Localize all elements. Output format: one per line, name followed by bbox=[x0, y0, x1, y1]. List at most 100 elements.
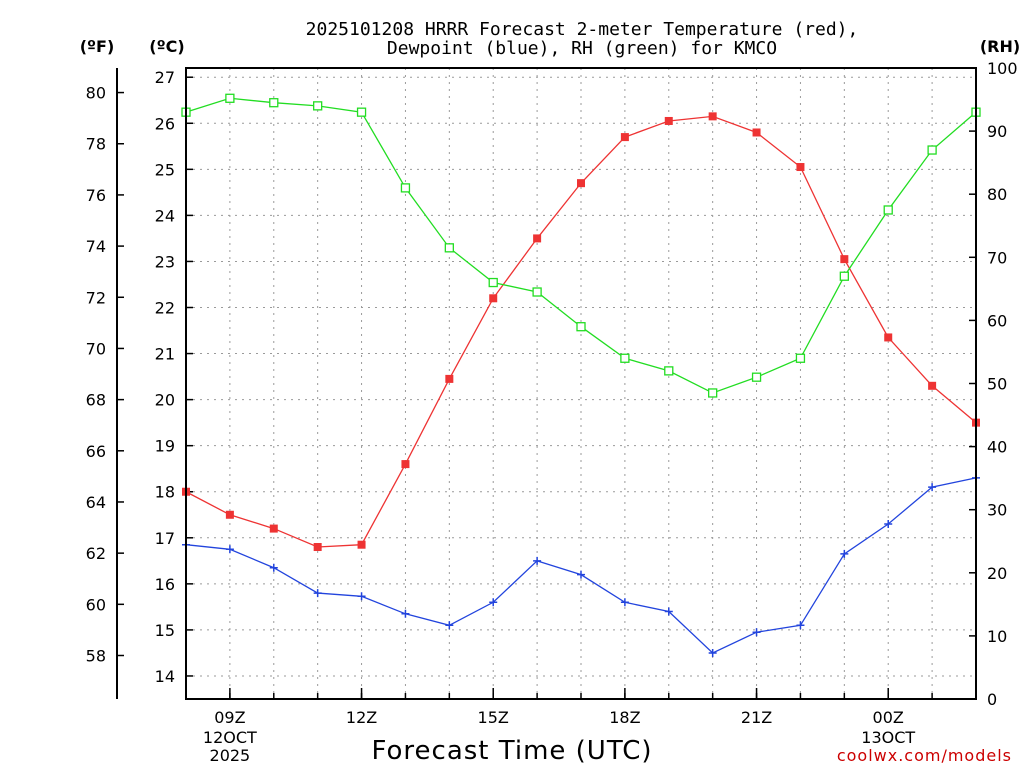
fahrenheit-tick-label: 78 bbox=[86, 135, 106, 154]
2-meter-temperature-point bbox=[840, 255, 849, 264]
data-series bbox=[181, 93, 981, 657]
2-meter-temperature-point bbox=[664, 116, 673, 125]
2-meter-temperature-point bbox=[533, 234, 542, 243]
relative-humidity-point bbox=[664, 366, 674, 376]
dewpoint-point bbox=[401, 609, 410, 618]
fahrenheit-tick-label: 76 bbox=[86, 186, 106, 205]
dewpoint-point bbox=[577, 570, 585, 579]
relative-humidity-point bbox=[225, 93, 235, 103]
relative-humidity-point bbox=[576, 322, 586, 332]
2-meter-temperature-series bbox=[182, 112, 980, 552]
celsius-tick-label: 25 bbox=[155, 160, 175, 179]
2-meter-temperature-point bbox=[357, 540, 366, 549]
relative-humidity-point bbox=[356, 107, 367, 117]
fahrenheit-tick-label: 68 bbox=[86, 391, 106, 410]
rh-tick-label: 60 bbox=[987, 311, 1007, 330]
fahrenheit-axis: 58 60 62 64 66 68 70 72 74 76 78 80 bbox=[86, 84, 124, 666]
celsius-tick-label: 17 bbox=[155, 529, 175, 548]
dewpoint-point bbox=[840, 549, 849, 558]
celsius-tick-label: 27 bbox=[155, 68, 175, 87]
chart-title-line2: Dewpoint (blue), RH (green) for KMCO bbox=[387, 38, 777, 59]
fahrenheit-axis-unit: (ºF) bbox=[80, 37, 115, 56]
gridlines bbox=[185, 68, 977, 699]
relative-humidity-point bbox=[751, 372, 762, 382]
time-tick-label: 00Z bbox=[873, 708, 904, 727]
fahrenheit-tick-label: 74 bbox=[86, 237, 106, 256]
relative-humidity-point bbox=[795, 353, 806, 363]
celsius-tick-label: 22 bbox=[155, 299, 175, 318]
rh-tick-label: 10 bbox=[987, 627, 1007, 646]
celsius-tick-label: 14 bbox=[155, 667, 175, 686]
fahrenheit-tick-label: 70 bbox=[86, 339, 106, 358]
2-meter-temperature-point bbox=[884, 333, 893, 342]
2-meter-temperature-point bbox=[752, 128, 761, 137]
rh-tick-label: 30 bbox=[987, 501, 1007, 520]
rh-tick-label: 20 bbox=[987, 564, 1007, 583]
dewpoint-point bbox=[664, 607, 673, 616]
rh-axis-unit: (RH) bbox=[980, 37, 1020, 56]
relative-humidity-point bbox=[400, 183, 411, 193]
2-meter-temperature-point bbox=[401, 460, 410, 469]
time-tick-label: 09Z bbox=[214, 708, 245, 727]
2-meter-temperature-point bbox=[313, 543, 322, 552]
time-tick-label: 15Z bbox=[478, 708, 509, 727]
rh-tick-label: 70 bbox=[987, 248, 1007, 267]
dewpoint-point bbox=[752, 628, 761, 637]
celsius-tick-label: 23 bbox=[155, 252, 175, 271]
dewpoint-point bbox=[928, 483, 937, 492]
rh-tick-label: 80 bbox=[987, 185, 1007, 204]
celsius-tick-label: 20 bbox=[155, 391, 175, 410]
plot-frame bbox=[185, 67, 977, 700]
2-meter-temperature-point bbox=[708, 112, 717, 121]
dewpoint-point bbox=[357, 592, 366, 601]
rh-axis: 0 10 20 30 40 50 60 70 80 90 100 bbox=[969, 59, 1018, 709]
relative-humidity-point bbox=[927, 145, 937, 155]
rh-tick-label: 50 bbox=[987, 375, 1007, 394]
fahrenheit-tick-label: 60 bbox=[86, 595, 106, 614]
dewpoint-point bbox=[269, 563, 278, 572]
celsius-tick-label: 19 bbox=[155, 437, 175, 456]
fahrenheit-tick-label: 62 bbox=[86, 544, 106, 563]
time-tick-label: 12Z bbox=[346, 708, 377, 727]
celsius-tick-label: 18 bbox=[155, 483, 175, 502]
dewpoint-point bbox=[445, 621, 454, 630]
date-label: 13OCT bbox=[861, 728, 915, 747]
relative-humidity-point bbox=[708, 388, 718, 398]
dewpoint-point bbox=[489, 598, 498, 607]
fahrenheit-tick-label: 72 bbox=[86, 288, 106, 307]
time-tick-label: 21Z bbox=[741, 708, 772, 727]
celsius-axis-unit: (ºC) bbox=[149, 37, 184, 56]
relative-humidity-point bbox=[532, 287, 542, 297]
year-label: 2025 bbox=[210, 746, 251, 765]
rh-tick-label: 90 bbox=[987, 122, 1007, 141]
dewpoint-point bbox=[533, 556, 542, 565]
relative-humidity-point bbox=[883, 205, 893, 215]
rh-tick-label: 100 bbox=[987, 59, 1018, 78]
fahrenheit-tick-label: 58 bbox=[86, 647, 106, 666]
time-tick-label: 18Z bbox=[609, 708, 640, 727]
relative-humidity-point bbox=[444, 243, 454, 253]
dewpoint-point bbox=[225, 545, 234, 554]
dewpoint-point bbox=[796, 621, 805, 630]
2-meter-temperature-point bbox=[577, 179, 585, 188]
dewpoint-point bbox=[620, 598, 629, 607]
2-meter-temperature-point bbox=[620, 133, 629, 142]
celsius-tick-label: 21 bbox=[155, 345, 175, 364]
dewpoint-point bbox=[884, 519, 893, 528]
x-axis-label: Forecast Time (UTC) bbox=[371, 736, 652, 766]
relative-humidity-point bbox=[839, 271, 849, 281]
celsius-tick-label: 16 bbox=[155, 575, 175, 594]
fahrenheit-tick-label: 66 bbox=[86, 442, 106, 461]
relative-humidity-point bbox=[488, 277, 498, 288]
celsius-tick-label: 15 bbox=[155, 621, 175, 640]
2-meter-temperature-point bbox=[489, 294, 498, 303]
dewpoint-point bbox=[313, 589, 322, 598]
dewpoint-point bbox=[708, 648, 717, 657]
fahrenheit-tick-label: 80 bbox=[86, 84, 106, 103]
celsius-tick-label: 24 bbox=[155, 206, 175, 225]
rh-tick-label: 0 bbox=[987, 690, 997, 709]
date-label: 12OCT bbox=[203, 728, 257, 747]
2-meter-temperature-point bbox=[269, 524, 278, 533]
chart-title-line1: 2025101208 HRRR Forecast 2-meter Tempera… bbox=[306, 19, 859, 40]
